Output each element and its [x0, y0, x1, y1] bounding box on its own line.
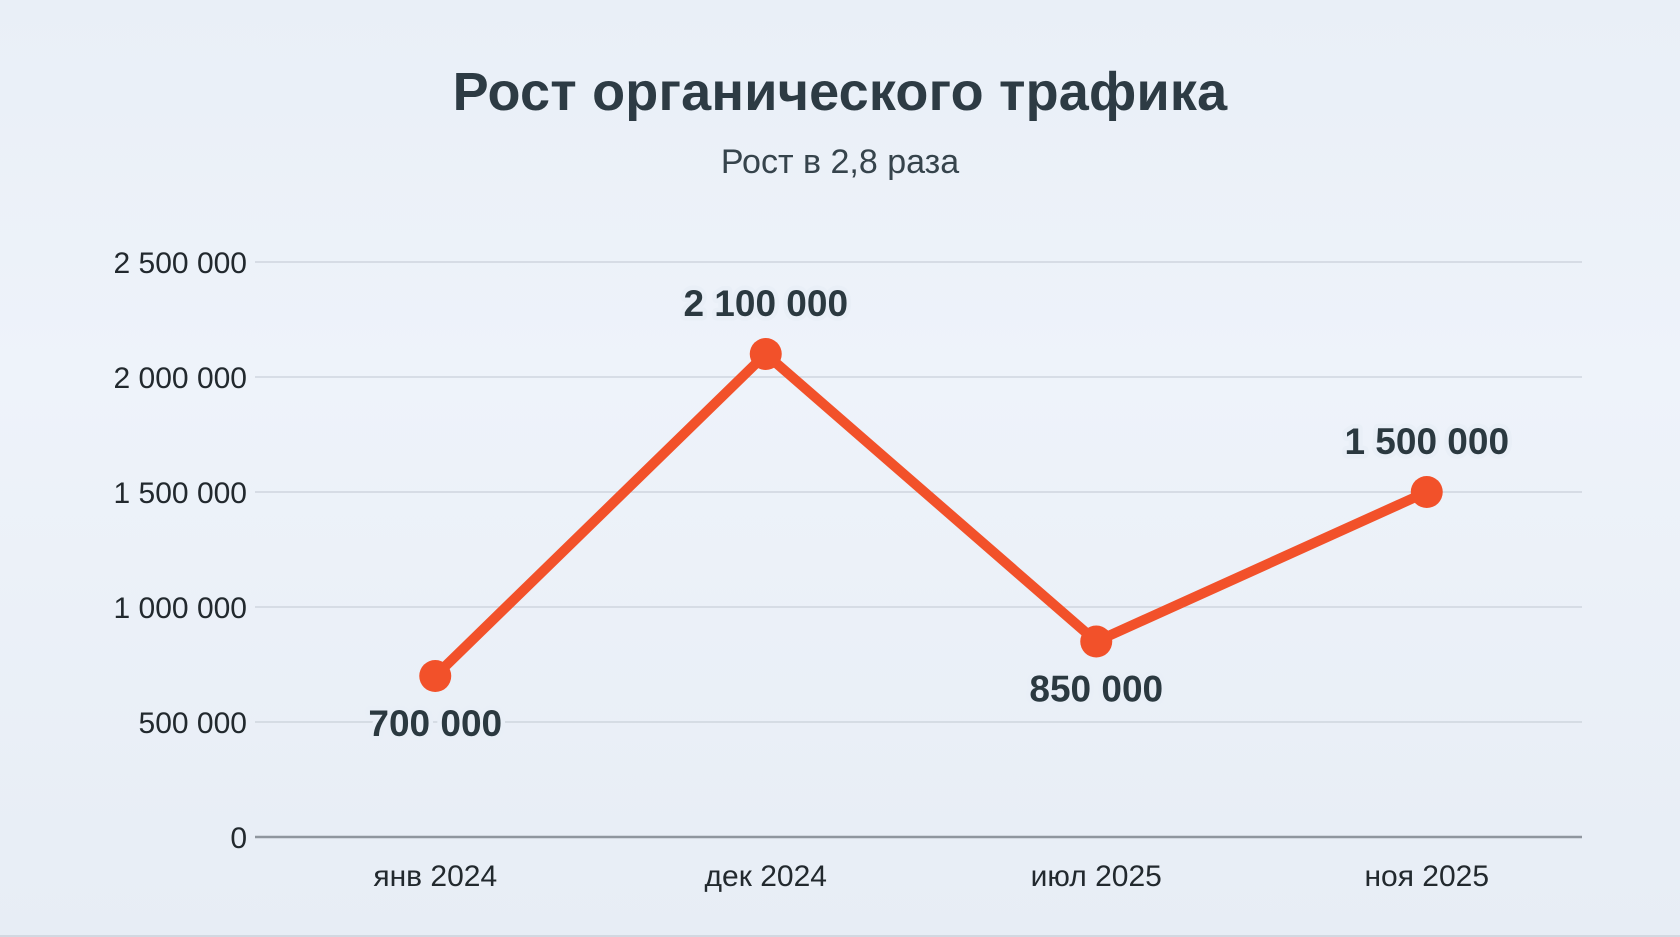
x-tick-label: июл 2025: [1031, 860, 1162, 893]
y-tick-label: 2 500 000: [114, 247, 247, 280]
data-point-marker: [419, 660, 452, 692]
data-point-marker: [1410, 476, 1443, 508]
trend-line: [430, 349, 1432, 681]
y-tick-label: 1 000 000: [114, 592, 247, 625]
data-point-label: 2 100 000: [683, 283, 848, 324]
data-point-label: 700 000: [368, 703, 502, 744]
y-tick-label: 0: [230, 822, 247, 855]
y-tick-label: 1 500 000: [114, 477, 247, 510]
x-tick-label: дек 2024: [705, 860, 827, 893]
chart-subtitle: Рост в 2,8 раза: [720, 142, 960, 181]
data-point-marker: [1080, 625, 1113, 658]
x-tick-label: ноя 2025: [1364, 860, 1489, 893]
data-point-label: 1 500 000: [1344, 421, 1509, 462]
bottom-edge-line: [0, 935, 1680, 937]
y-tick-label: 500 000: [139, 707, 247, 740]
chart-title: Рост органического трафика: [452, 62, 1228, 122]
x-tick-label: янв 2024: [373, 860, 497, 893]
y-tick-label: 2 000 000: [114, 362, 247, 395]
data-point-marker: [749, 338, 782, 370]
chart-header: Рост органического трафика Рост в 2,8 ра…: [0, 64, 1680, 182]
data-point-label: 850 000: [1029, 669, 1163, 710]
